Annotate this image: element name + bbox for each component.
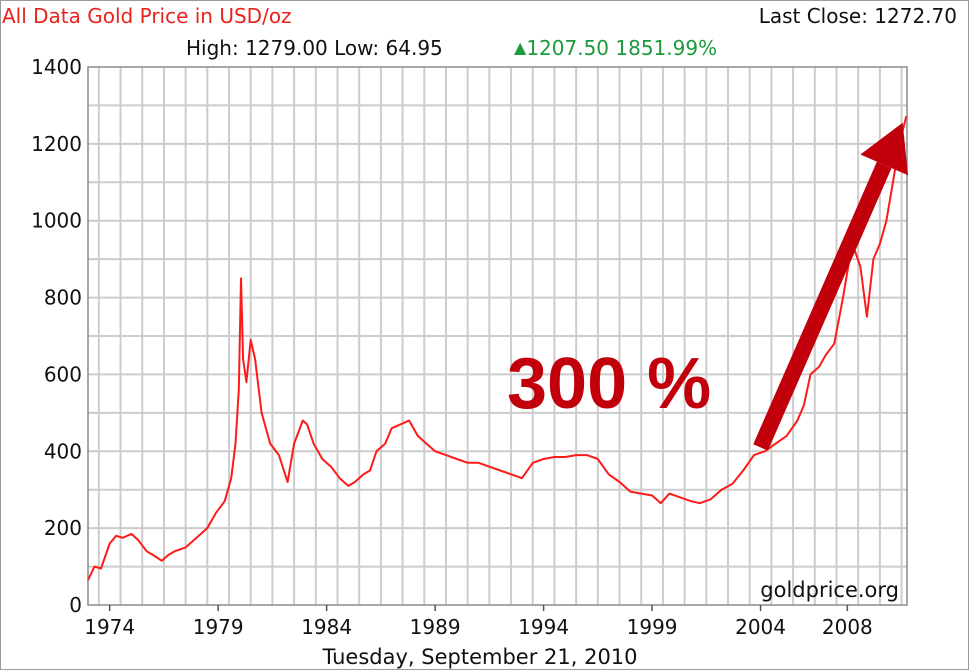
chart-grid bbox=[88, 67, 907, 605]
y-tick-label: 200 bbox=[44, 516, 82, 540]
x-tick-label: 1989 bbox=[410, 615, 461, 639]
x-tick-label: 1999 bbox=[627, 615, 678, 639]
price-change: ▲1207.50 1851.99% bbox=[514, 36, 717, 60]
trend-arrow-icon bbox=[753, 122, 909, 451]
y-tick-label: 1400 bbox=[31, 55, 82, 79]
y-tick-label: 0 bbox=[69, 593, 82, 617]
x-tick-label: 2008 bbox=[822, 615, 873, 639]
plot-area-border bbox=[87, 66, 908, 606]
y-tick-label: 800 bbox=[44, 286, 82, 310]
high-low-stats: High: 1279.00 Low: 64.95 bbox=[186, 36, 443, 60]
x-tick-label: 1974 bbox=[84, 615, 135, 639]
x-tick-label: 1994 bbox=[518, 615, 569, 639]
last-close-value: Last Close: 1272.70 bbox=[758, 4, 957, 28]
y-tick-label: 1000 bbox=[31, 209, 82, 233]
y-tick-label: 400 bbox=[44, 439, 82, 463]
x-tick-label: 1979 bbox=[193, 615, 244, 639]
x-axis-ticks: 1974 1979 1984 1989 1994 1999 2004 2008 bbox=[84, 605, 873, 639]
x-axis-title: Tuesday, September 21, 2010 bbox=[321, 645, 637, 669]
x-tick-label: 1984 bbox=[301, 615, 352, 639]
callout-300-percent: 300 % bbox=[507, 344, 711, 424]
triangle-up-icon: ▲ bbox=[514, 38, 527, 57]
source-credit: goldprice.org bbox=[760, 578, 899, 602]
x-tick-label: 2004 bbox=[735, 615, 786, 639]
price-change-text: 1207.50 1851.99% bbox=[526, 36, 718, 60]
chart-title: All Data Gold Price in USD/oz bbox=[2, 4, 292, 28]
y-axis-ticks: 0 200 400 600 800 1000 1200 1400 bbox=[31, 55, 82, 617]
gold-price-line bbox=[87, 115, 908, 581]
y-tick-label: 600 bbox=[44, 362, 82, 386]
y-tick-label: 1200 bbox=[31, 132, 82, 156]
